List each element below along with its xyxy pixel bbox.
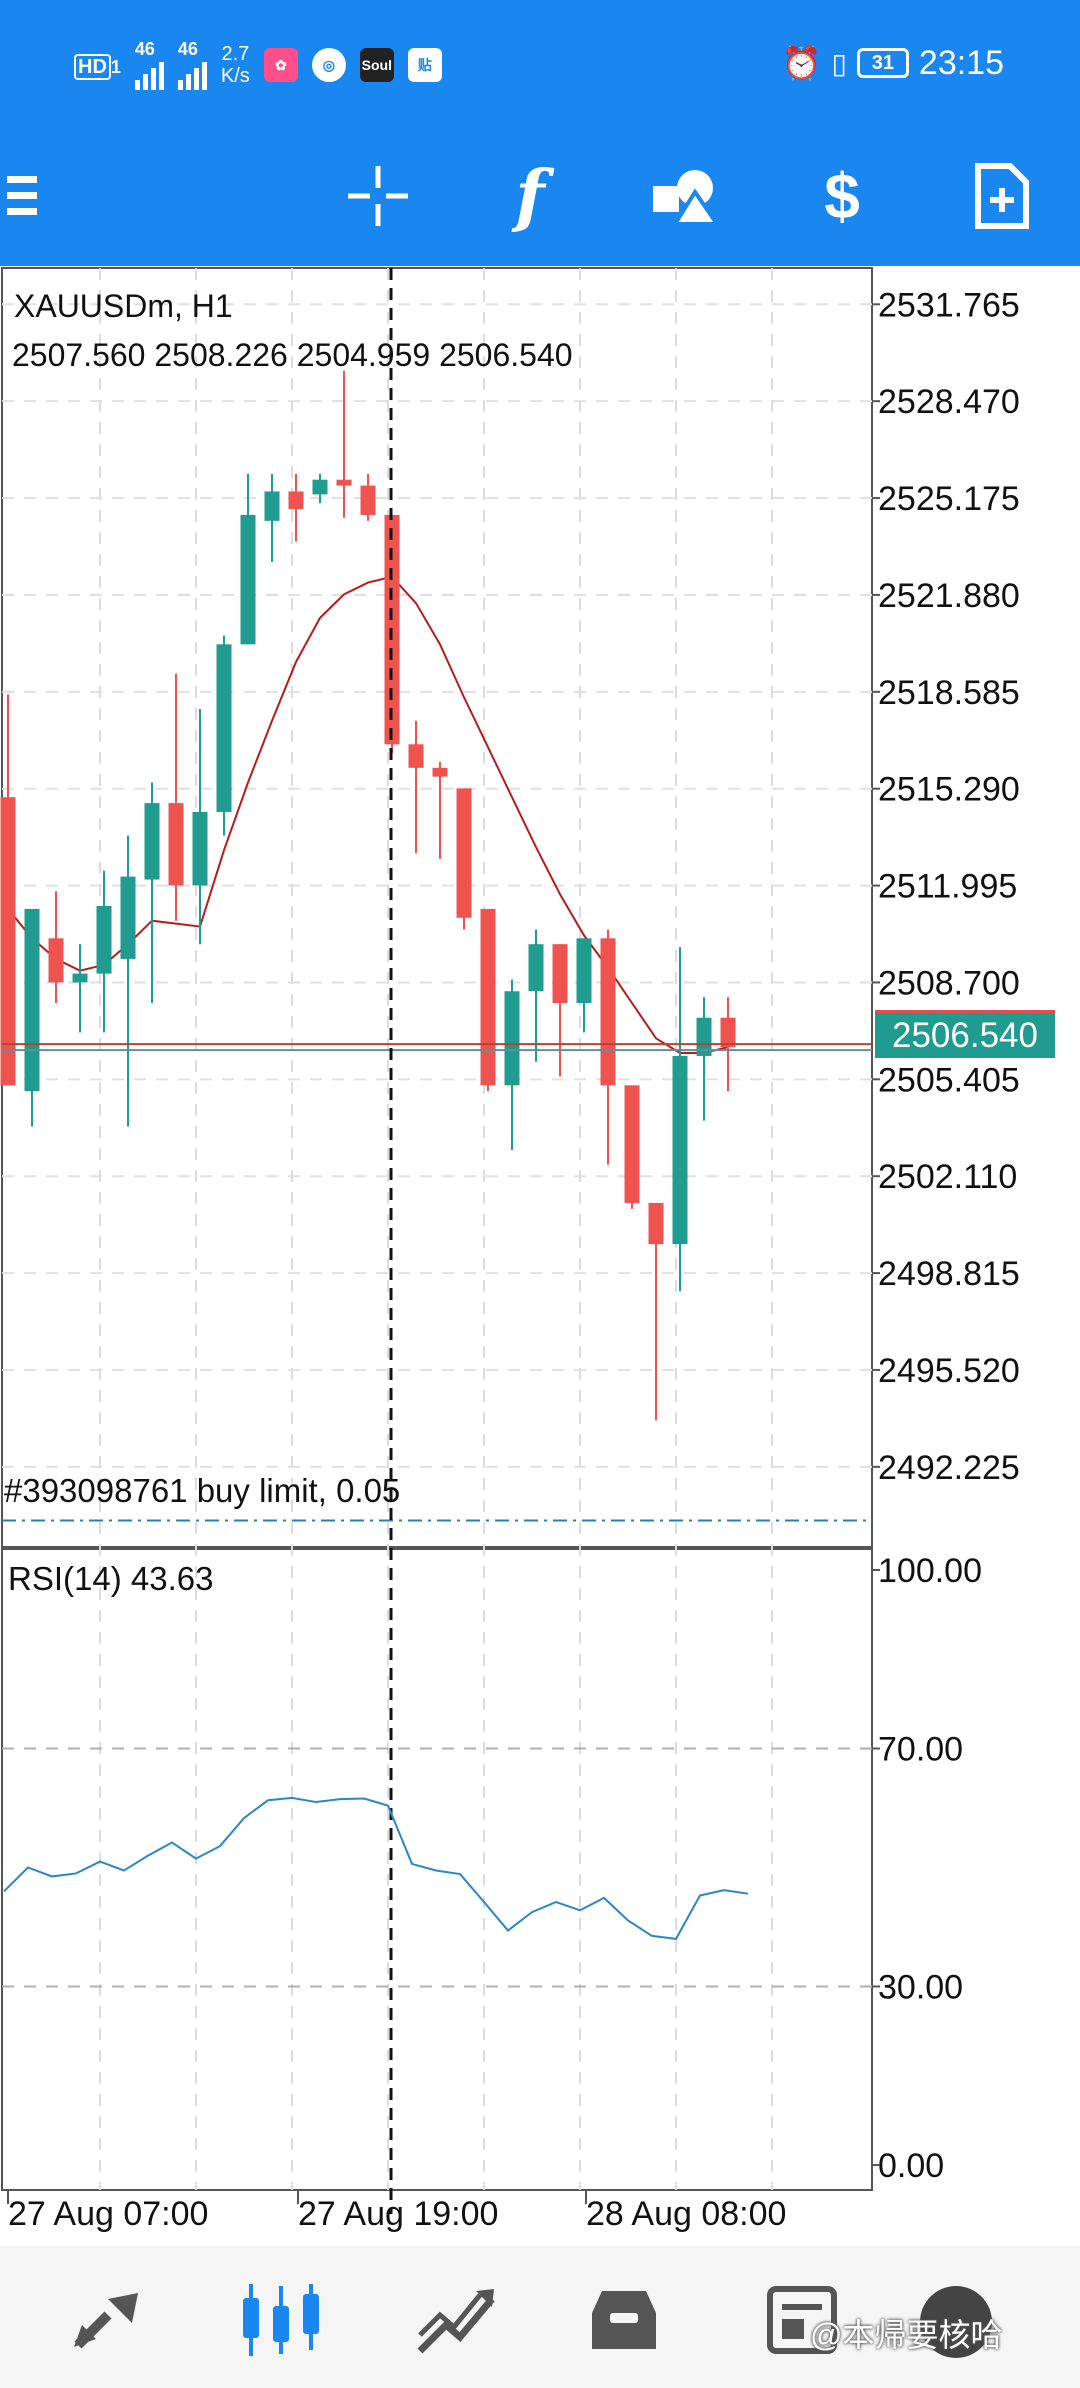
soul-app-icon: Soul <box>359 48 394 82</box>
alarm-icon: ⏰ <box>781 45 822 81</box>
chart-toolbar: f $ <box>0 130 1080 266</box>
battery-indicator: 31 <box>856 48 909 78</box>
candle-body <box>120 876 136 959</box>
chart-icon[interactable] <box>232 2280 332 2360</box>
price-axis-label: 2498.815 <box>878 1255 1020 1293</box>
status-bar: HD 1 46 46 2.7 K/s ✿ ◎ Soul 贴 ⏰ ▯ 31 23:1… <box>0 0 1080 130</box>
candle-body <box>648 1202 664 1245</box>
indicator-f-icon[interactable]: f <box>515 156 545 236</box>
price-axis-label: 2521.880 <box>878 577 1020 615</box>
candle-body <box>528 944 544 992</box>
rsi-line <box>3 1796 749 1940</box>
candle-body <box>312 479 328 495</box>
candle-body <box>456 788 472 918</box>
candle-body <box>552 944 568 1004</box>
price-axis-label: 2508.700 <box>878 964 1020 1002</box>
candle-body <box>624 1085 640 1203</box>
candle-body <box>168 803 184 886</box>
current-price-badge: 2506.540 <box>875 1010 1055 1058</box>
candle-body <box>216 644 232 812</box>
chat-bubble-icon[interactable] <box>920 2286 992 2358</box>
price-axis-label: 2528.470 <box>878 383 1020 421</box>
price-axis-label: 2515.290 <box>878 771 1020 809</box>
quotes-icon[interactable] <box>58 2280 158 2360</box>
candle-body <box>48 938 64 983</box>
history-icon[interactable] <box>574 2280 674 2360</box>
rsi-axis-label: 0.00 <box>878 2147 944 2185</box>
candle-body <box>192 811 208 886</box>
candle-body <box>144 803 160 880</box>
candle-body <box>672 1055 688 1245</box>
pending-order-label[interactable]: #393098761 buy limit, 0.05 <box>4 1472 401 1509</box>
price-axis-label: 2495.520 <box>878 1352 1020 1390</box>
candle-body <box>720 1017 736 1048</box>
menu-icon[interactable] <box>0 146 82 246</box>
trade-dollar-icon[interactable]: $ <box>824 160 860 232</box>
rsi-axis-label: 70.00 <box>878 1731 963 1769</box>
candle-body <box>0 797 16 1086</box>
candle-body <box>24 908 40 1092</box>
candle-body <box>240 514 256 645</box>
signal-strength-2: 46 <box>177 40 207 90</box>
time-axis-label: 27 Aug 07:00 <box>8 2195 208 2233</box>
candle-body <box>96 906 112 974</box>
time-axis-label: 27 Aug 19:00 <box>298 2195 498 2233</box>
crosshair-icon[interactable] <box>328 146 428 246</box>
candle-body <box>72 973 88 983</box>
price-axis-label: 2502.110 <box>878 1158 1017 1196</box>
chart-frame <box>1 267 873 2191</box>
candle-body <box>696 1017 712 1056</box>
price-axis-label: 2525.175 <box>878 480 1020 518</box>
vibrate-icon: ▯ <box>831 47 847 79</box>
candle-body <box>264 491 280 521</box>
candle-body <box>432 767 448 777</box>
candle-body <box>480 908 496 1086</box>
candle-body <box>504 991 520 1086</box>
candle-body <box>408 744 424 768</box>
ohlc-values: 2507.560 2508.226 2504.959 2506.540 <box>12 337 573 373</box>
price-axis-label: 2518.585 <box>878 674 1020 712</box>
rsi-axis-label: 30.00 <box>878 1969 963 2007</box>
blue-app-icon: ◎ <box>311 48 346 82</box>
tieba-app-icon: 贴 <box>407 48 442 82</box>
trade-icon[interactable] <box>406 2280 506 2360</box>
candle-body <box>360 485 376 515</box>
new-order-icon[interactable] <box>952 146 1052 246</box>
price-axis-label: 2505.405 <box>878 1061 1020 1099</box>
network-speed: 2.7 K/s <box>220 43 250 87</box>
network-badge: HD 1 <box>74 51 121 80</box>
price-axis-label: 2531.765 <box>878 286 1020 324</box>
objects-icon[interactable] <box>636 146 736 246</box>
price-axis-label: 2492.225 <box>878 1449 1020 1487</box>
candle-body <box>600 938 616 1086</box>
top-bar: HD 1 46 46 2.7 K/s ✿ ◎ Soul 贴 ⏰ ▯ 31 23:1… <box>0 0 1080 266</box>
candle-body <box>288 491 304 510</box>
rsi-axis-label: 100.00 <box>878 1552 982 1590</box>
price-chart[interactable]: 2531.765 2528.470 2525.175 2521.880 2518.585… <box>0 0 1080 2246</box>
watermark: @本帰要核哈 <box>810 2317 1003 2353</box>
clock: 23:15 <box>918 44 1004 82</box>
time-axis-label: 28 Aug 08:00 <box>586 2195 786 2233</box>
news-icon[interactable] <box>750 2280 850 2360</box>
signal-strength-1: 46 <box>134 40 164 90</box>
pink-app-icon: ✿ <box>263 48 298 82</box>
price-axis-label: 2511.995 <box>878 868 1017 906</box>
candle-body <box>336 479 352 486</box>
rsi-label: RSI(14) 43.63 <box>8 1560 214 1597</box>
bottom-nav <box>0 2246 1080 2388</box>
chart-symbol: XAUUSDm, H1 <box>14 288 233 324</box>
candle-body <box>576 938 592 1004</box>
